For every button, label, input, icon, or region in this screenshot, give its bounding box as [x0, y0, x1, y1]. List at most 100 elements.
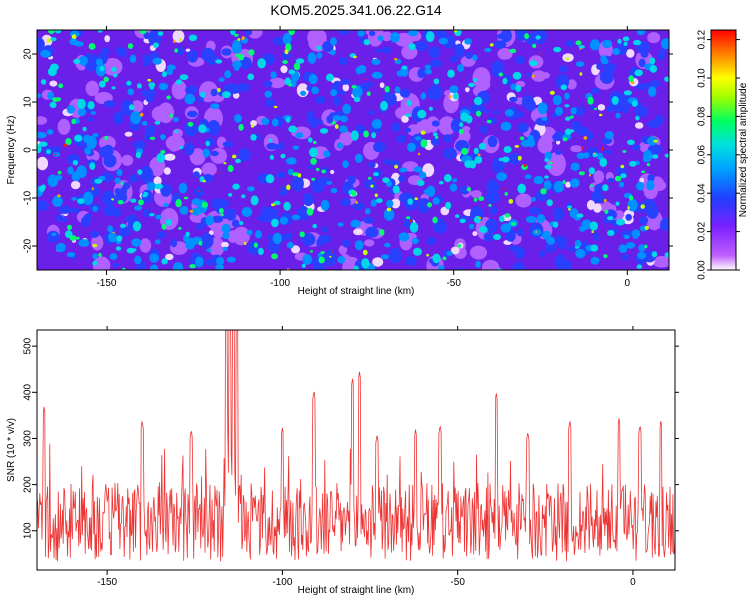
heatmap-cell: [395, 253, 402, 260]
heatmap-cell: [404, 127, 412, 133]
heatmap-cell: [504, 192, 508, 196]
heatmap-cell: [390, 198, 401, 209]
heatmap-cell: [250, 134, 257, 141]
heatmap-cell: [607, 177, 615, 183]
heatmap-cell: [644, 225, 649, 230]
heatmap-cell: [626, 49, 635, 58]
heatmap-cell: [118, 226, 131, 237]
heatmap-cell: [141, 89, 148, 97]
heatmap-cell: [424, 68, 432, 75]
heatmap-cell: [279, 190, 286, 197]
heatmap-cell: [602, 184, 609, 192]
heatmap-cell: [309, 147, 318, 158]
heatmap-cell: [222, 232, 230, 240]
heatmap-cell: [354, 240, 364, 251]
heatmap-y-tick-label: -10: [23, 190, 34, 205]
heatmap-cell: [37, 93, 42, 98]
heatmap-cell: [506, 152, 521, 165]
heatmap-cell: [292, 172, 300, 177]
heatmap-cell: [271, 203, 276, 207]
heatmap-cell: [478, 196, 485, 202]
heatmap-cell: [37, 156, 49, 171]
heatmap-cell: [67, 224, 72, 231]
heatmap-cell: [330, 89, 337, 97]
heatmap-cell: [524, 174, 532, 179]
heatmap-cell: [456, 267, 464, 270]
heatmap-cell: [187, 121, 194, 127]
heatmap-cell: [616, 218, 625, 226]
heatmap-cell: [373, 172, 379, 177]
heatmap-cell: [307, 30, 327, 47]
heatmap-cell: [462, 126, 471, 132]
heatmap-cell: [279, 216, 288, 225]
heatmap-cell: [429, 59, 443, 68]
heatmap-cell: [363, 130, 369, 138]
heatmap-cell: [489, 43, 494, 47]
heatmap-cell: [197, 96, 204, 103]
heatmap-cell: [420, 139, 428, 148]
heatmap-cell: [273, 105, 278, 109]
heatmap-cell: [139, 238, 152, 253]
heatmap-cell: [478, 216, 482, 220]
heatmap-cell: [636, 30, 646, 36]
heatmap-cell: [116, 235, 123, 242]
heatmap-cell: [150, 264, 159, 270]
heatmap-cell: [530, 197, 536, 202]
heatmap-cell: [520, 139, 532, 147]
heatmap-cell: [601, 147, 604, 151]
heatmap-cell: [583, 136, 588, 140]
heatmap-cell: [466, 187, 471, 192]
heatmap-cell: [417, 152, 421, 156]
heatmap-cell: [394, 86, 401, 94]
heatmap-cell: [269, 154, 274, 160]
heatmap-cell: [648, 86, 657, 97]
heatmap-cell: [570, 107, 577, 115]
heatmap-cell: [92, 133, 99, 137]
heatmap-cell: [617, 38, 622, 44]
heatmap-cell: [483, 232, 494, 242]
heatmap-cell: [111, 198, 114, 201]
heatmap-cell: [208, 230, 214, 236]
heatmap-cell: [176, 79, 183, 85]
heatmap-cell: [234, 114, 242, 123]
heatmap-cell: [205, 215, 214, 226]
heatmap-cell: [431, 120, 440, 127]
heatmap-cell: [60, 217, 68, 222]
heatmap-x-tick-label: -100: [270, 278, 290, 289]
heatmap-cell: [539, 250, 546, 258]
heatmap-cell: [631, 100, 638, 107]
heatmap-cell: [582, 152, 590, 159]
heatmap-cell: [562, 137, 568, 142]
heatmap-cell: [332, 96, 342, 106]
heatmap-cell: [258, 247, 264, 256]
heatmap-cell: [353, 265, 359, 270]
heatmap-cell: [443, 134, 452, 143]
heatmap-cell: [481, 259, 500, 270]
heatmap-cell: [473, 147, 479, 155]
snr-x-tick-label: -50: [450, 577, 465, 588]
heatmap-cell: [185, 231, 190, 237]
heatmap-cell: [519, 136, 525, 141]
heatmap-cell: [216, 256, 225, 266]
heatmap-cell: [543, 180, 552, 191]
heatmap-cell: [201, 162, 217, 177]
snr-y-tick-label: 300: [23, 430, 34, 447]
heatmap-cell: [634, 69, 643, 77]
heatmap-cell: [330, 49, 336, 56]
heatmap-cell: [37, 37, 45, 53]
heatmap-cell: [380, 100, 388, 111]
heatmap-cell: [427, 202, 432, 208]
heatmap-cell: [92, 243, 98, 248]
heatmap-cell: [414, 197, 419, 200]
heatmap-cell: [428, 46, 441, 59]
heatmap-cell: [417, 68, 426, 79]
heatmap-cell: [405, 113, 411, 117]
heatmap-cell: [390, 32, 400, 43]
heatmap-cell: [379, 82, 385, 88]
heatmap-cell: [409, 222, 419, 233]
heatmap-cell: [565, 116, 571, 121]
heatmap-cell: [523, 163, 527, 168]
heatmap-cell: [78, 55, 88, 66]
heatmap-cell: [552, 133, 563, 142]
heatmap-cell: [215, 59, 223, 64]
